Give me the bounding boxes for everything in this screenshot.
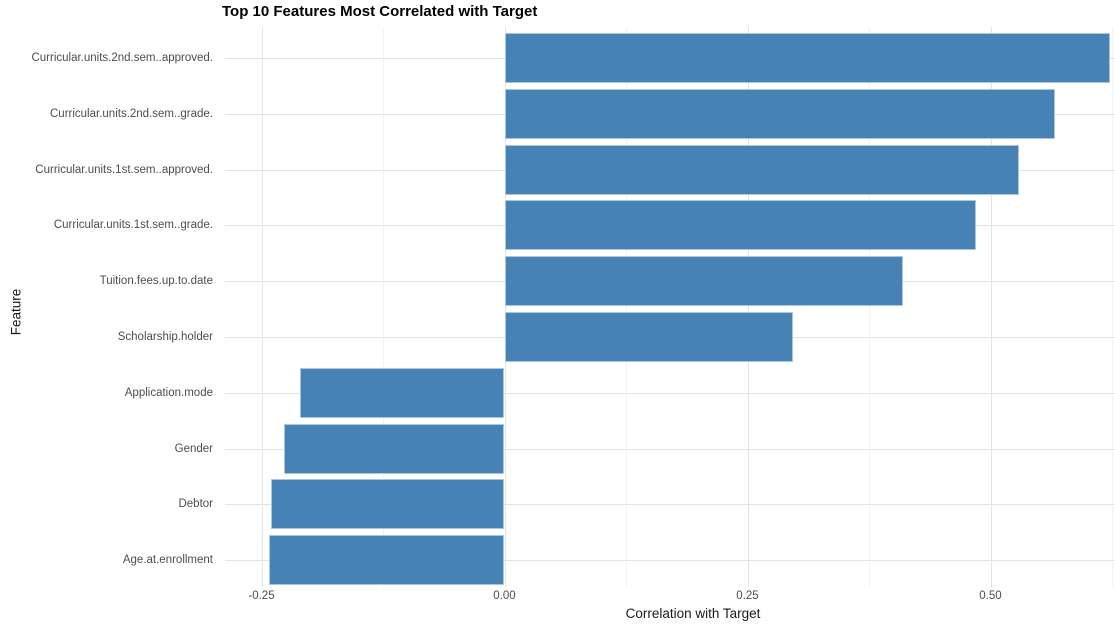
v-gridline-minor [383,27,384,587]
y-tick-label: Debtor [178,498,213,511]
v-gridline-major [990,27,992,587]
y-tick-label: Application.mode [124,386,213,399]
v-gridline-minor [869,27,870,587]
y-tick-label: Gender [174,442,213,455]
x-axis-title: Correlation with Target [625,606,761,621]
v-gridline-major [504,27,506,587]
h-gridline [225,448,1115,450]
x-tick-label: 0.25 [736,590,759,602]
v-gridline-minor [626,27,627,587]
bar [300,367,505,418]
bar [504,200,976,251]
y-tick-label: Scholarship.holder [117,331,213,343]
h-gridline [225,392,1115,394]
x-tick-label: -0.25 [248,590,275,602]
y-tick-label: Curricular.units.1st.sem..approved. [35,163,213,176]
x-tick-label: 0.50 [979,590,1002,602]
y-tick-label: Curricular.units.2nd.sem..grade. [50,107,213,120]
h-gridline [225,504,1115,506]
v-gridline-major [747,27,749,587]
y-tick-label: Curricular.units.1st.sem..grade. [53,219,213,232]
bar [271,479,505,530]
v-gridline-major [261,27,263,587]
y-tick-label: Tuition.fees.up.to.date [99,275,213,288]
y-tick-label: Age.at.enrollment [122,554,213,567]
bar [504,256,904,307]
bar [283,423,505,474]
bar [504,144,1019,195]
bar [504,33,1111,83]
y-tick-label: Curricular.units.2nd.sem..approved. [31,52,213,64]
x-tick-label: 0.00 [493,590,516,602]
chart-title: Top 10 Features Most Correlated with Tar… [222,3,538,20]
bar [504,312,794,362]
bar [504,88,1055,139]
y-axis-title: Feature [8,288,24,336]
h-gridline [225,560,1115,562]
bar [269,535,505,586]
v-gridline-minor [1112,27,1113,587]
